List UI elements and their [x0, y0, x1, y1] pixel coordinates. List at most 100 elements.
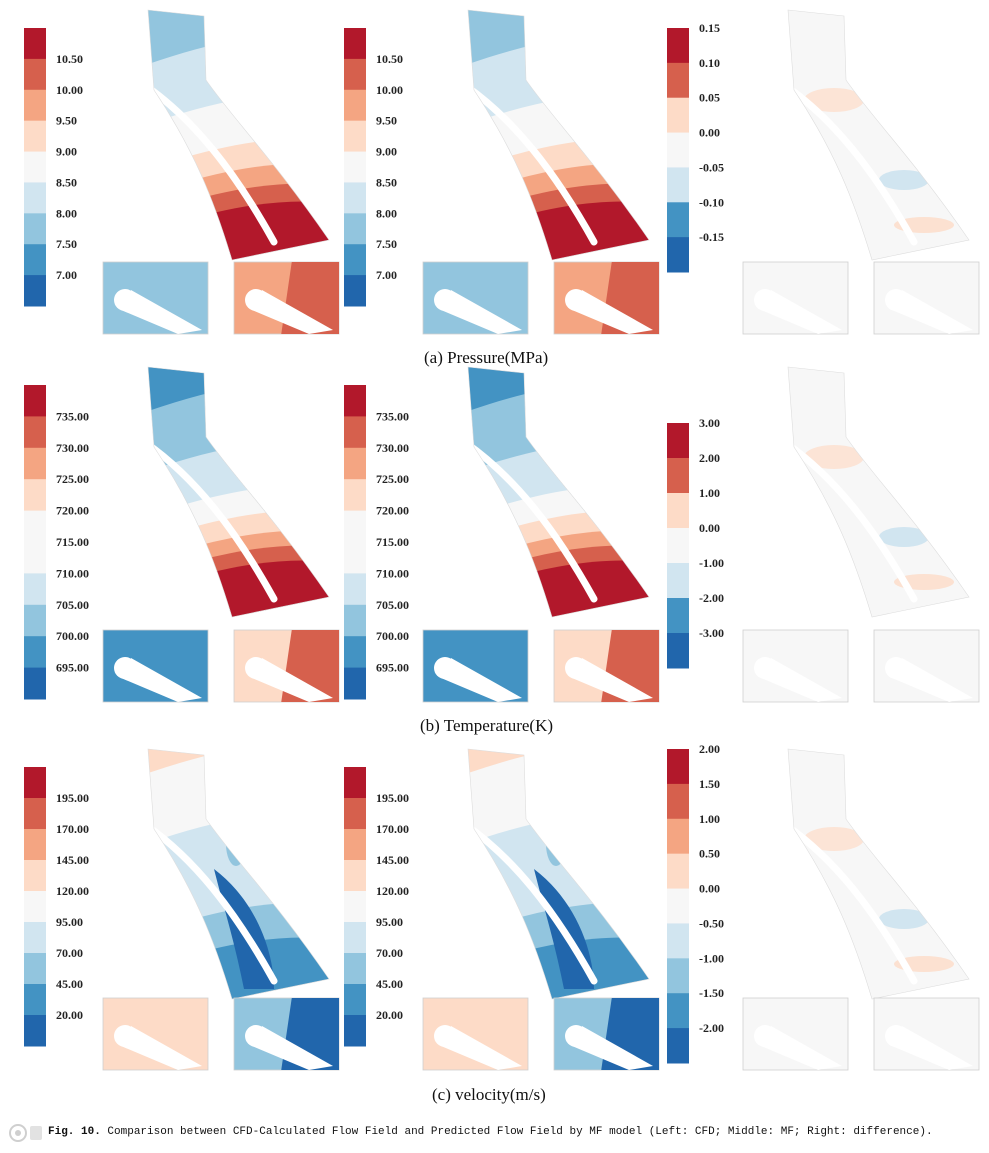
row2-cfd-tick-label: 70.00 — [56, 946, 83, 960]
row2-mf-tick-label: 145.00 — [376, 853, 409, 867]
row0-mf-tick-label: 9.50 — [376, 114, 397, 128]
row0-diff-tick-label: 0.10 — [699, 56, 720, 70]
row1-mf-band — [344, 479, 366, 512]
row1-diff-a-inset-blade — [761, 658, 842, 702]
row2-diff-a-inset-blade — [761, 1026, 842, 1070]
row2-mf-tick-label: 70.00 — [376, 946, 403, 960]
row0-cfd-tick-label: 7.50 — [56, 237, 77, 251]
row1-mf-tick-label: 735.00 — [376, 409, 409, 423]
row0-diff-a-inset-blade-tip — [754, 289, 776, 311]
row2-diff-tick-label: -2.00 — [699, 1021, 724, 1035]
row2-cfd-colorbar: 195.00 170.00 145.00 120.00 95.00 70.00 45.00 2… — [24, 767, 89, 1047]
row1-mf-band — [344, 667, 366, 700]
row1-mf-b-inset-blade-tip — [565, 657, 587, 679]
row0-mf-tick-label: 8.50 — [376, 175, 397, 189]
row2-diff-band — [667, 888, 689, 924]
row0-mf-a-inset-blade — [441, 290, 522, 334]
row2-cfd-a-inset-blade — [121, 1026, 202, 1070]
row2-cfd-band — [24, 767, 46, 799]
row0-diff-b-inset — [873, 261, 980, 335]
row0-cfd-tick-label: 9.00 — [56, 145, 77, 159]
row2-diff-tick-label: 0.00 — [699, 882, 720, 896]
row2-cfd-b-inset-blade — [252, 1026, 333, 1070]
row1-cfd-band — [24, 636, 46, 669]
row2-mf-field-blade — [462, 821, 598, 985]
row0-mf-band — [344, 151, 366, 183]
row2-diff-band — [667, 958, 689, 994]
row1-cfd-band — [24, 385, 46, 417]
row0-mf-band — [344, 182, 366, 214]
row1-diff-tick-label: 0.00 — [699, 521, 720, 535]
row1-cfd-tick-label: 705.00 — [56, 598, 89, 612]
row2-mf-band — [344, 860, 366, 892]
row0-diff-band — [667, 62, 689, 99]
row1-diff-band — [667, 528, 689, 564]
row0-cfd-b-inset-blade-tip — [245, 289, 267, 311]
row0-cfd-b-inset-blade — [252, 290, 333, 334]
row1-diff-b-inset-blade-tip — [885, 657, 907, 679]
row0-cfd-field-outline — [147, 9, 330, 261]
row0-diff-band — [667, 132, 689, 168]
row1-mf-tick-label: 705.00 — [376, 598, 409, 612]
row0-cfd-band — [24, 28, 46, 60]
row2-diff-band — [667, 1028, 689, 1064]
row1-diff-field-outline — [787, 366, 970, 618]
row1-diff-a-inset — [742, 629, 849, 703]
row0-mf-colorbar: 10.50 10.00 9.50 9.00 8.50 8.00 7.50 7.00 — [344, 28, 403, 307]
row0-cfd-a-inset-blade-tip — [114, 289, 136, 311]
row2-diff-field-outline — [787, 748, 970, 1000]
row2-diff-a-inset — [742, 997, 849, 1071]
row0-mf-b-inset-blade-tip — [565, 289, 587, 311]
row1-mf-a-inset — [422, 629, 529, 703]
row2-diff-field-contour — [782, 748, 970, 1000]
row1-diff-field-blade — [782, 439, 918, 603]
row1-cfd-band — [24, 416, 46, 449]
row2-mf-tick-label: 170.00 — [376, 822, 409, 836]
row1-diff-tick-label: 1.00 — [699, 486, 720, 500]
row1-mf-b-inset — [553, 629, 660, 703]
row2-diff-band — [667, 818, 689, 855]
row2-cfd-tick-label: 45.00 — [56, 977, 83, 991]
row1-cfd-tick-label: 725.00 — [56, 472, 89, 486]
row0-cfd-band — [24, 151, 46, 183]
row2-diff-b-inset-blade-tip — [885, 1025, 907, 1047]
row0-mf-tick-label: 10.00 — [376, 83, 403, 97]
row1-mf-colorbar: 735.00 730.00 725.00 720.00 715.00 710.00 705.… — [344, 385, 409, 700]
row2-mf-b-inset-blade-tip — [565, 1025, 587, 1047]
row1-mf-tick-label: 715.00 — [376, 535, 409, 549]
row1-cfd-a-inset-blade — [121, 658, 202, 702]
row2-cfd-band — [24, 891, 46, 923]
row1-cfd-field-outline — [147, 366, 330, 618]
row1-mf-band — [344, 416, 366, 449]
row1-cfd-band — [24, 447, 46, 480]
row0-mf-field-blade — [462, 82, 598, 246]
row0-diff-band — [667, 28, 689, 64]
row0-mf-a-inset — [422, 261, 529, 335]
row1-cfd-field-blade — [142, 439, 278, 603]
row0-diff-a-inset — [742, 261, 849, 335]
row0-mf-tick-label: 9.00 — [376, 145, 397, 159]
row2-diff-field-blade — [782, 821, 918, 985]
row0-mf-band — [344, 244, 366, 276]
row0-cfd-band — [24, 275, 46, 307]
row2-diff-b-inset-blade — [892, 1026, 973, 1070]
row2-mf-tick-label: 45.00 — [376, 977, 403, 991]
row1-mf-field-outline — [467, 366, 650, 618]
row0-mf-tick-label: 7.00 — [376, 268, 397, 282]
row2-mf-tick-label: 120.00 — [376, 884, 409, 898]
row0-mf-band — [344, 28, 366, 60]
row1-diff-tick-label: -3.00 — [699, 626, 724, 640]
row1-diff-colorbar: 3.00 2.00 1.00 0.00 -1.00 -2.00 -3.00 — [667, 416, 724, 669]
row2-mf-b-inset-blade — [572, 1026, 653, 1070]
row0-mf-band — [344, 213, 366, 245]
row1-diff-a-inset-blade-tip — [754, 657, 776, 679]
row2-diff-a-inset-blade-tip — [754, 1025, 776, 1047]
row1-cfd-colorbar: 735.00 730.00 725.00 720.00 715.00 710.00 705.… — [24, 385, 89, 700]
row1-diff-tick-label: 2.00 — [699, 451, 720, 465]
row0-diff-field-outline — [787, 9, 970, 261]
row2-diff-colorbar: 2.00 1.50 1.00 0.50 0.00 -0.50 -1.00 -1.50 -2.00 — [667, 742, 724, 1064]
row0-cfd-tick-label: 9.50 — [56, 114, 77, 128]
row0-cfd-band — [24, 182, 46, 214]
row2-mf-band — [344, 767, 366, 799]
row0-diff-tick-label: -0.15 — [699, 230, 724, 244]
